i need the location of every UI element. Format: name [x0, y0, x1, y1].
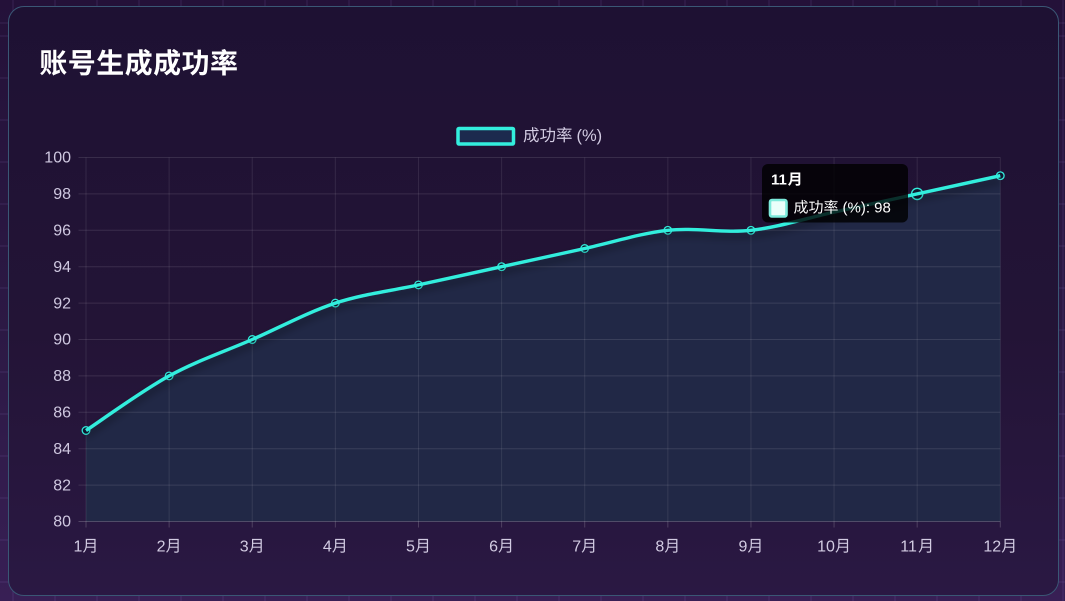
svg-text:90: 90 — [53, 332, 71, 349]
svg-text:7: 7 — [572, 539, 581, 556]
svg-text:80: 80 — [53, 514, 71, 531]
svg-text:94: 94 — [53, 259, 71, 276]
svg-text:11: 11 — [900, 539, 917, 556]
svg-text:82: 82 — [53, 477, 71, 494]
svg-text:3: 3 — [240, 539, 249, 556]
svg-text:6: 6 — [489, 539, 498, 556]
svg-text:98: 98 — [53, 186, 71, 203]
svg-text:4: 4 — [323, 539, 332, 556]
svg-text:12: 12 — [983, 539, 1001, 556]
svg-text:86: 86 — [53, 405, 71, 422]
svg-text:96: 96 — [53, 223, 71, 240]
svg-text:92: 92 — [53, 295, 71, 312]
svg-text:5: 5 — [406, 539, 415, 556]
svg-text:8: 8 — [655, 539, 664, 556]
svg-text:88: 88 — [53, 368, 71, 385]
svg-text:9: 9 — [739, 539, 748, 556]
svg-text:1: 1 — [74, 539, 83, 556]
svg-text:11: 11 — [771, 172, 787, 189]
svg-text:10: 10 — [817, 539, 835, 556]
svg-text:84: 84 — [53, 441, 71, 458]
svg-text:100: 100 — [44, 150, 71, 167]
svg-text:2: 2 — [157, 539, 166, 556]
svg-text:(%): 98: (%): 98 — [843, 200, 891, 217]
svg-text:(%): (%) — [577, 127, 603, 145]
